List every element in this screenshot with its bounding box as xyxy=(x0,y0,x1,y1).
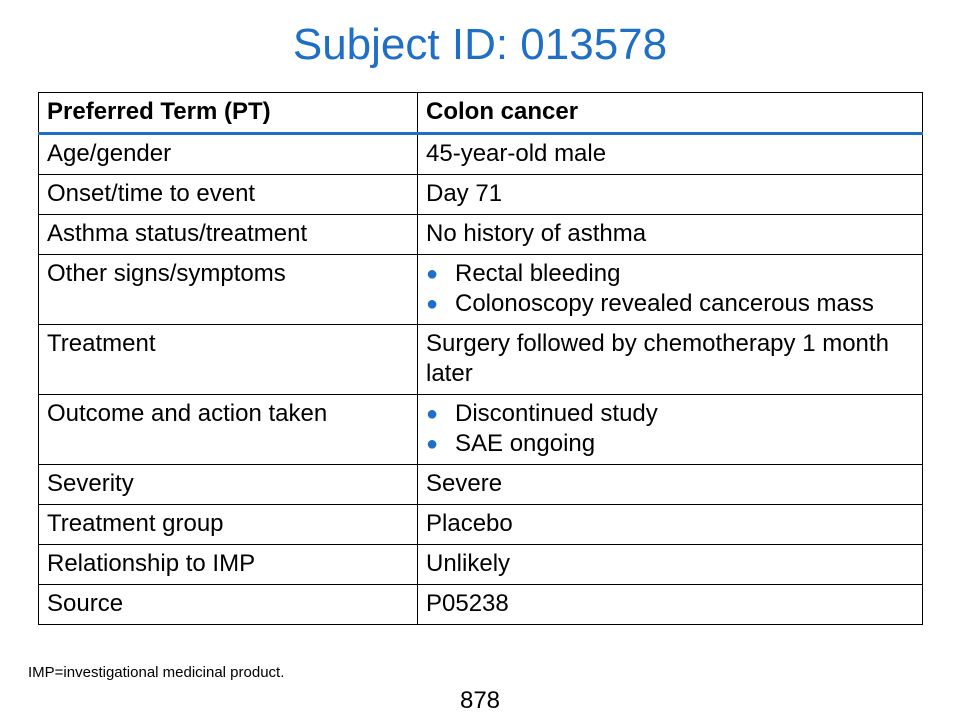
bullet-icon: ● xyxy=(426,433,439,455)
row-label: Outcome and action taken xyxy=(38,394,418,465)
footnote: IMP=investigational medicinal product. xyxy=(28,664,285,681)
list-item: ● Colonoscopy revealed cancerous mass xyxy=(426,289,914,319)
row-label: Onset/time to event xyxy=(38,174,418,215)
table-row: Asthma status/treatment No history of as… xyxy=(38,214,923,255)
row-value: P05238 xyxy=(417,584,923,625)
bullet-list: ● Rectal bleeding ● Colonoscopy revealed c… xyxy=(426,259,914,319)
bullet-icon: ● xyxy=(426,403,439,425)
row-label: Treatment xyxy=(38,324,418,395)
table-row: Other signs/symptoms ● Rectal bleeding ● C… xyxy=(38,254,923,325)
row-label: Treatment group xyxy=(38,504,418,545)
row-value: No history of asthma xyxy=(417,214,923,255)
table-header-row: Preferred Term (PT) Colon cancer xyxy=(38,92,923,135)
list-item-text: Discontinued study xyxy=(455,400,658,427)
row-label: Severity xyxy=(38,464,418,505)
table-row: Onset/time to event Day 71 xyxy=(38,174,923,215)
row-label: Other signs/symptoms xyxy=(38,254,418,325)
list-item: ● Discontinued study xyxy=(426,399,914,429)
header-value-cell: Colon cancer xyxy=(417,92,923,135)
table-row: Outcome and action taken ● Discontinued s… xyxy=(38,394,923,465)
list-item-text: SAE ongoing xyxy=(455,430,596,457)
bullet-icon: ● xyxy=(426,293,439,315)
bullet-list: ● Discontinued study ● SAE ongoing xyxy=(426,399,914,459)
table-row: Treatment group Placebo xyxy=(38,504,923,545)
list-item: ● Rectal bleeding xyxy=(426,259,914,289)
row-value: Unlikely xyxy=(417,544,923,585)
row-value: Severe xyxy=(417,464,923,505)
table-row: Age/gender 45-year-old male xyxy=(38,133,923,175)
row-label: Source xyxy=(38,584,418,625)
table-row: Relationship to IMP Unlikely xyxy=(38,544,923,585)
row-label: Asthma status/treatment xyxy=(38,214,418,255)
list-item-text: Rectal bleeding xyxy=(455,260,621,287)
row-label: Age/gender xyxy=(38,133,418,175)
page-number: 878 xyxy=(459,687,501,714)
table-row: Treatment Surgery followed by chemothera… xyxy=(38,324,923,395)
table-row: Source P05238 xyxy=(38,584,923,625)
bullet-icon: ● xyxy=(426,263,439,285)
row-value: Surgery followed by chemotherapy 1 month… xyxy=(417,324,923,395)
row-value: ● Discontinued study ● SAE ongoing xyxy=(417,394,923,465)
header-label-cell: Preferred Term (PT) xyxy=(38,92,418,135)
list-item-text: Colonoscopy revealed cancerous mass xyxy=(455,290,874,317)
row-value: 45-year-old male xyxy=(417,133,923,175)
row-value: ● Rectal bleeding ● Colonoscopy revealed c… xyxy=(417,254,923,325)
list-item: ● SAE ongoing xyxy=(426,429,914,459)
subject-info-table: Preferred Term (PT) Colon cancer Age/gen… xyxy=(38,92,923,625)
row-value: Day 71 xyxy=(417,174,923,215)
row-value: Placebo xyxy=(417,504,923,545)
table-row: Severity Severe xyxy=(38,464,923,505)
slide-title: Subject ID: 013578 xyxy=(292,20,668,69)
row-label: Relationship to IMP xyxy=(38,544,418,585)
